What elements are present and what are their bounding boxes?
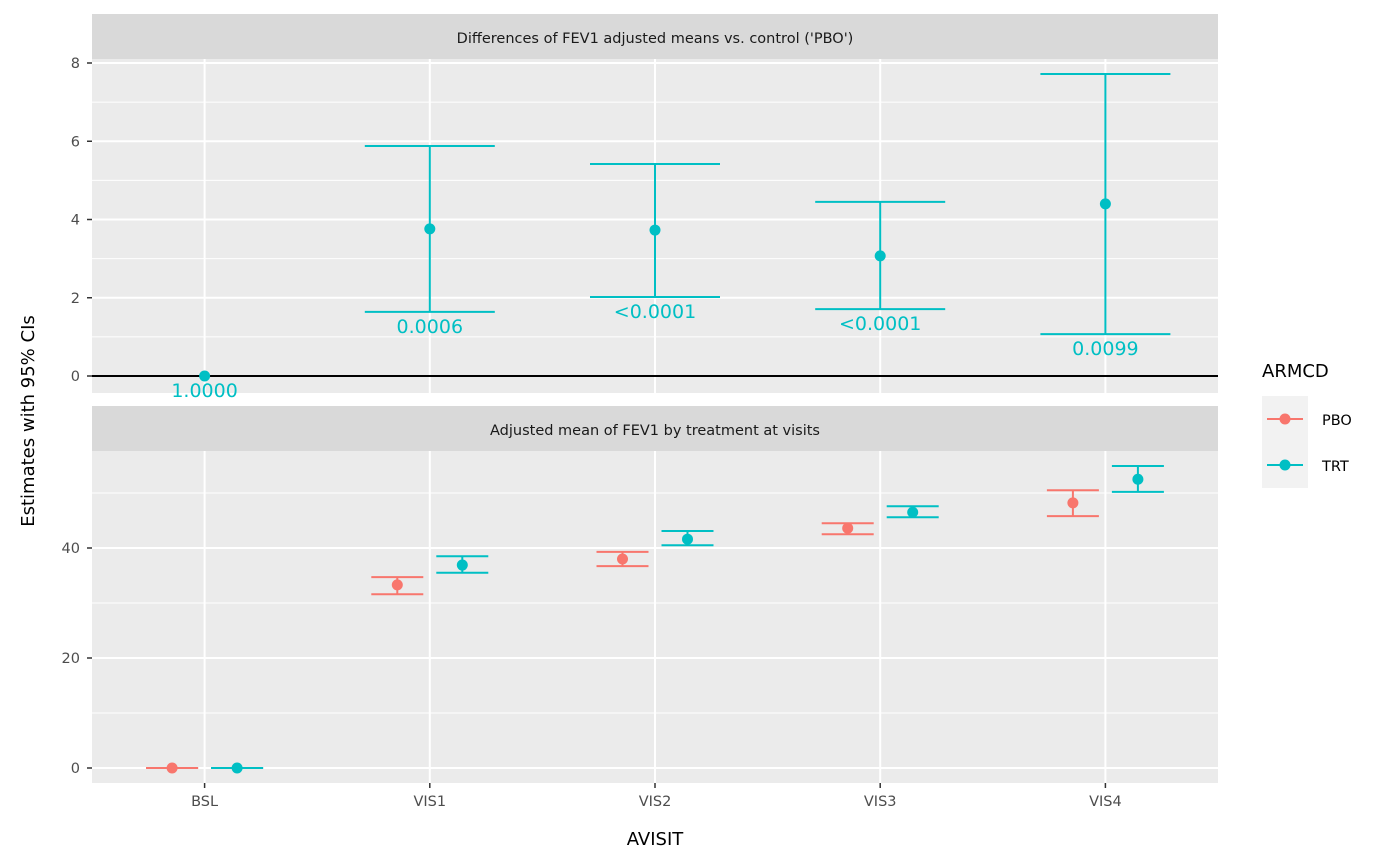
gridlines-adjusted-means <box>92 451 1218 783</box>
p-value-label: <0.0001 <box>614 301 696 323</box>
estimate-point <box>231 762 243 774</box>
p-value-label: 0.0006 <box>397 316 463 338</box>
x-tick-label: VIS2 <box>639 794 672 810</box>
legend-key-point <box>1279 459 1291 471</box>
legend-key-background <box>1262 396 1308 488</box>
y-tick-label: 20 <box>62 651 80 667</box>
legend-title: ARMCD <box>1262 361 1329 382</box>
estimate-point <box>682 533 693 545</box>
x-tick-label: VIS3 <box>864 794 897 810</box>
estimate-point <box>907 506 919 518</box>
y-tick-label: 0 <box>71 761 80 777</box>
y-tick-label: 4 <box>71 213 80 229</box>
estimate-point <box>424 223 436 235</box>
estimate-point <box>1067 497 1079 509</box>
estimate-point <box>1132 473 1144 485</box>
legend-label: TRT <box>1321 459 1349 475</box>
y-tick-label: 8 <box>71 56 80 72</box>
x-axis-title: AVISIT <box>627 829 685 850</box>
estimate-point <box>649 224 661 236</box>
strip-differences <box>92 14 1218 59</box>
estimate-point <box>617 553 628 565</box>
marks-differences: 1.0000 0.0006 <0.0001 <0.0001 0.0099 <box>92 72 1218 402</box>
legend: ARMCD PBO TRT <box>1262 361 1352 488</box>
estimate-point <box>874 250 886 262</box>
marks-adjusted-means <box>146 465 1164 774</box>
y-tick-label: 40 <box>62 541 80 557</box>
legend-label: PBO <box>1322 413 1352 429</box>
x-axis: BSL VIS1 VIS2 VIS3 VIS4 <box>191 783 1122 810</box>
p-value-label: 0.0099 <box>1072 338 1138 360</box>
strip-title-differences: Differences of FEV1 adjusted means vs. c… <box>457 31 854 47</box>
y-tick-label: 2 <box>71 291 80 307</box>
p-value-label: 1.0000 <box>171 380 237 402</box>
y-tick-label: 6 <box>71 134 80 150</box>
estimate-point <box>391 579 403 591</box>
panel-differences: Differences of FEV1 adjusted means vs. c… <box>71 14 1218 402</box>
strip-adjusted-means <box>92 406 1218 451</box>
estimate-point <box>166 762 178 774</box>
strip-title-adjusted-means: Adjusted mean of FEV1 by treatment at vi… <box>490 423 820 439</box>
estimate-point <box>199 370 211 382</box>
estimate-point <box>1099 198 1111 210</box>
estimate-point <box>842 522 854 534</box>
estimate-point <box>456 559 468 571</box>
legend-key-point <box>1279 413 1291 425</box>
y-axis-adjusted-means: 0 20 40 <box>62 541 92 777</box>
y-tick-label: 0 <box>71 369 80 385</box>
panel-adjusted-means: Adjusted mean of FEV1 by treatment at vi… <box>62 406 1218 783</box>
x-tick-label: VIS4 <box>1089 794 1122 810</box>
x-tick-label: VIS1 <box>413 794 446 810</box>
y-axis-differences: 0 2 4 6 8 <box>71 56 92 385</box>
x-tick-label: BSL <box>191 794 218 810</box>
y-axis-title: Estimates with 95% CIs <box>18 315 39 527</box>
p-value-label: <0.0001 <box>839 313 921 335</box>
